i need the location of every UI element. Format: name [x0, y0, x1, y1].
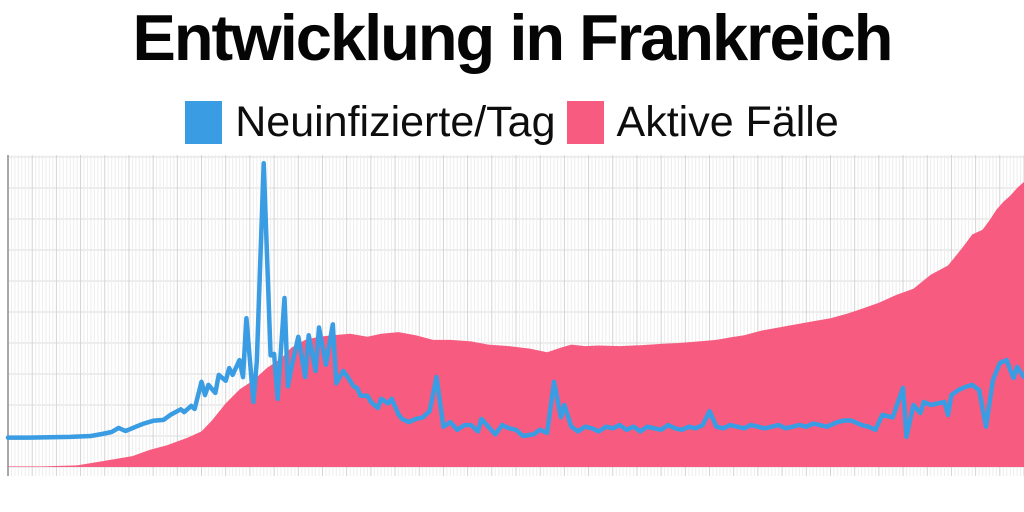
chart-title: Entwicklung in Frankreich [132, 1, 893, 74]
legend-label-aktive-faelle: Aktive Fälle [616, 98, 839, 146]
legend-label-neuinfizierte-tag: Neuinfizierte/Tag [235, 98, 556, 146]
legend-swatch-aktive-faelle-icon [566, 101, 604, 144]
legend-item-aktive-faelle: Aktive Fälle [566, 98, 839, 146]
legend-swatch-neuinfizierte-icon [185, 101, 223, 144]
legend-item-neuinfizierte-tag: Neuinfizierte/Tag [185, 98, 556, 146]
chart-legend: Neuinfizierte/Tag Aktive Fälle [0, 101, 1024, 144]
